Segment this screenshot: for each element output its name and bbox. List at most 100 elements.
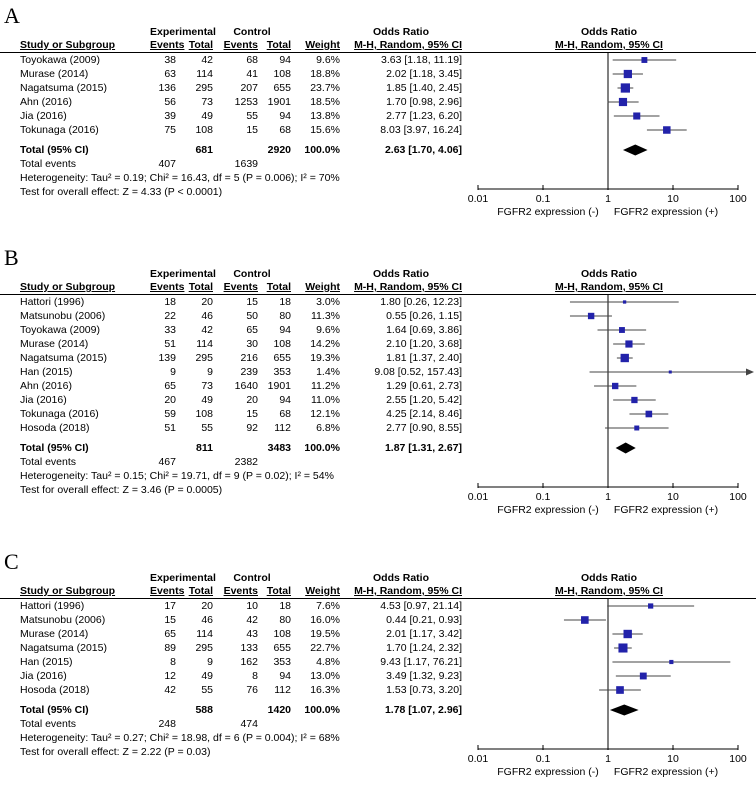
total-ctrl: 1901 [267, 96, 291, 108]
total-ctrl: 1420 [267, 704, 291, 716]
summary-diamond [609, 704, 639, 716]
total-ctrl: 353 [273, 656, 291, 668]
events-ctrl: 133 [240, 642, 258, 654]
events-exp: 65 [164, 380, 176, 392]
total-exp: 811 [196, 442, 213, 454]
events-exp: 12 [164, 670, 176, 682]
axis-tick-label: 100 [729, 753, 747, 765]
total-ctrl: 108 [273, 68, 291, 80]
overall-test-line: Test for overall effect: Z = 4.33 (P < 0… [20, 186, 223, 198]
events-exp: 15 [164, 614, 176, 626]
study-row: Murase (2014) 65 114 43 108 19.5% 2.01 [1.17, … [0, 627, 756, 641]
events-exp: 75 [164, 124, 176, 136]
odds-ratio-square [669, 659, 674, 665]
study-name: Toyokawa (2009) [20, 54, 100, 66]
events-ctrl: 207 [240, 82, 258, 94]
events-ctrl: 65 [246, 324, 258, 336]
events-exp: 51 [164, 338, 176, 350]
weight: 4.8% [316, 656, 340, 668]
ci-arrowhead [746, 368, 754, 376]
total-exp: 114 [196, 68, 213, 80]
total-ctrl: 3483 [267, 442, 291, 454]
weight: 18.8% [310, 68, 340, 80]
study-row: Matsunobu (2006) 22 46 50 80 11.3% 0.55 [0.26,… [0, 309, 756, 323]
events-exp: 63 [164, 68, 176, 80]
events-exp: 18 [164, 296, 176, 308]
study-row: Toyokawa (2009) 33 42 65 94 9.6% 1.64 [0.69, 3… [0, 323, 756, 337]
axis-tick-label: 0.1 [536, 753, 551, 765]
forest-plot: 0.01 0.1 1 10 100 FGFR2 expression (-) FGFR2 e… [468, 53, 747, 218]
header-total-ctrl: Total [266, 281, 291, 293]
header-group-row: Experimental Control Odds Ratio Odds Rat… [0, 268, 756, 281]
or-ci: 0.44 [0.21, 0.93] [386, 614, 462, 626]
axis-tick-label: 0.1 [536, 193, 551, 205]
total-exp: 114 [196, 628, 213, 640]
panel-letter: A [4, 3, 20, 28]
heterogeneity-line: Heterogeneity: Tau² = 0.27; Chi² = 18.98… [20, 732, 340, 744]
or-ci: 1.85 [1.40, 2.45] [386, 82, 462, 94]
header-weight: Weight [305, 585, 340, 597]
total-events-ctrl: 1639 [234, 158, 258, 170]
total-exp: 588 [195, 704, 213, 716]
header-study: Study or Subgroup [20, 39, 116, 51]
summary-diamond [615, 442, 636, 454]
odds-ratio-square [618, 643, 628, 653]
odds-ratio-square [623, 629, 632, 639]
total-ctrl: 108 [273, 628, 291, 640]
total-exp: 49 [201, 394, 213, 406]
total-exp: 20 [201, 296, 213, 308]
events-exp: 56 [164, 96, 176, 108]
overall-test-line: Test for overall effect: Z = 3.46 (P = 0… [20, 484, 223, 496]
or-ci: 3.63 [1.18, 11.19] [381, 54, 462, 66]
study-row: Jia (2016) 20 49 20 94 11.0% 2.55 [1.20, 5.42] [0, 393, 756, 407]
total-ctrl: 353 [273, 366, 291, 378]
header-total-ctrl: Total [266, 585, 291, 597]
header-events-exp: Events [150, 39, 185, 51]
odds-ratio-square [625, 340, 633, 348]
total-label: Total (95% CI) [20, 442, 89, 454]
study-name: Nagatsuma (2015) [20, 352, 107, 364]
or-ci: 2.01 [1.17, 3.42] [386, 628, 462, 640]
total-events-ctrl: 2382 [234, 456, 258, 468]
total-events-label: Total events [20, 718, 77, 730]
total-events-exp: 467 [158, 456, 176, 468]
header-total-ctrl: Total [266, 39, 291, 51]
events-ctrl: 68 [246, 54, 258, 66]
or-ci: 9.08 [0.52, 157.43] [374, 366, 462, 378]
events-ctrl: 1253 [234, 96, 258, 108]
axis-tick-label: 1 [605, 193, 611, 205]
total-ctrl: 94 [279, 54, 291, 66]
or-ci: 2.77 [0.90, 8.55] [386, 422, 462, 434]
events-exp: 9 [170, 366, 176, 378]
study-name: Ahn (2016) [20, 380, 72, 392]
events-ctrl: 15 [246, 408, 258, 420]
odds-ratio-square [587, 312, 595, 320]
study-name: Hosoda (2018) [20, 422, 90, 434]
study-row: Murase (2014) 63 114 41 108 18.8% 2.02 [1.18, … [0, 67, 756, 81]
total-or: 2.63 [1.70, 4.06] [384, 144, 462, 156]
odds-ratio-square [622, 300, 627, 304]
events-ctrl: 20 [246, 394, 258, 406]
study-name: Matsunobu (2006) [20, 614, 106, 626]
events-exp: 39 [164, 110, 176, 122]
or-ci: 0.55 [0.26, 1.15] [386, 310, 462, 322]
total-ctrl: 80 [279, 614, 291, 626]
total-exp: 49 [201, 110, 213, 122]
header-experimental: Experimental [150, 268, 216, 280]
header-total-exp: Total [188, 585, 213, 597]
header-odds-ratio-plot: Odds Ratio [580, 268, 637, 280]
axis-tick-label: 0.01 [468, 491, 489, 503]
study-row: Ahn (2016) 65 73 1640 1901 11.2% 1.29 [0.61, 2… [0, 379, 756, 393]
total-exp: 9 [207, 366, 213, 378]
header-study: Study or Subgroup [20, 281, 116, 293]
forest-plot: 0.01 0.1 1 10 100 FGFR2 expression (-) FGFR2 e… [468, 295, 754, 516]
weight: 19.3% [310, 352, 340, 364]
or-ci: 4.53 [0.97, 21.14] [380, 600, 462, 612]
header-events-ctrl: Events [223, 281, 258, 293]
study-row: Matsunobu (2006) 15 46 42 80 16.0% 0.44 [0.21,… [0, 613, 756, 627]
study-row: Tokunaga (2016) 59 108 15 68 12.1% 4.25 [2.14,… [0, 407, 756, 421]
axis-tick-label: 10 [667, 753, 679, 765]
header-ci-method: M-H, Random, 95% CI [354, 281, 462, 293]
x-axis-label-positive: FGFR2 expression (+) [614, 504, 718, 516]
